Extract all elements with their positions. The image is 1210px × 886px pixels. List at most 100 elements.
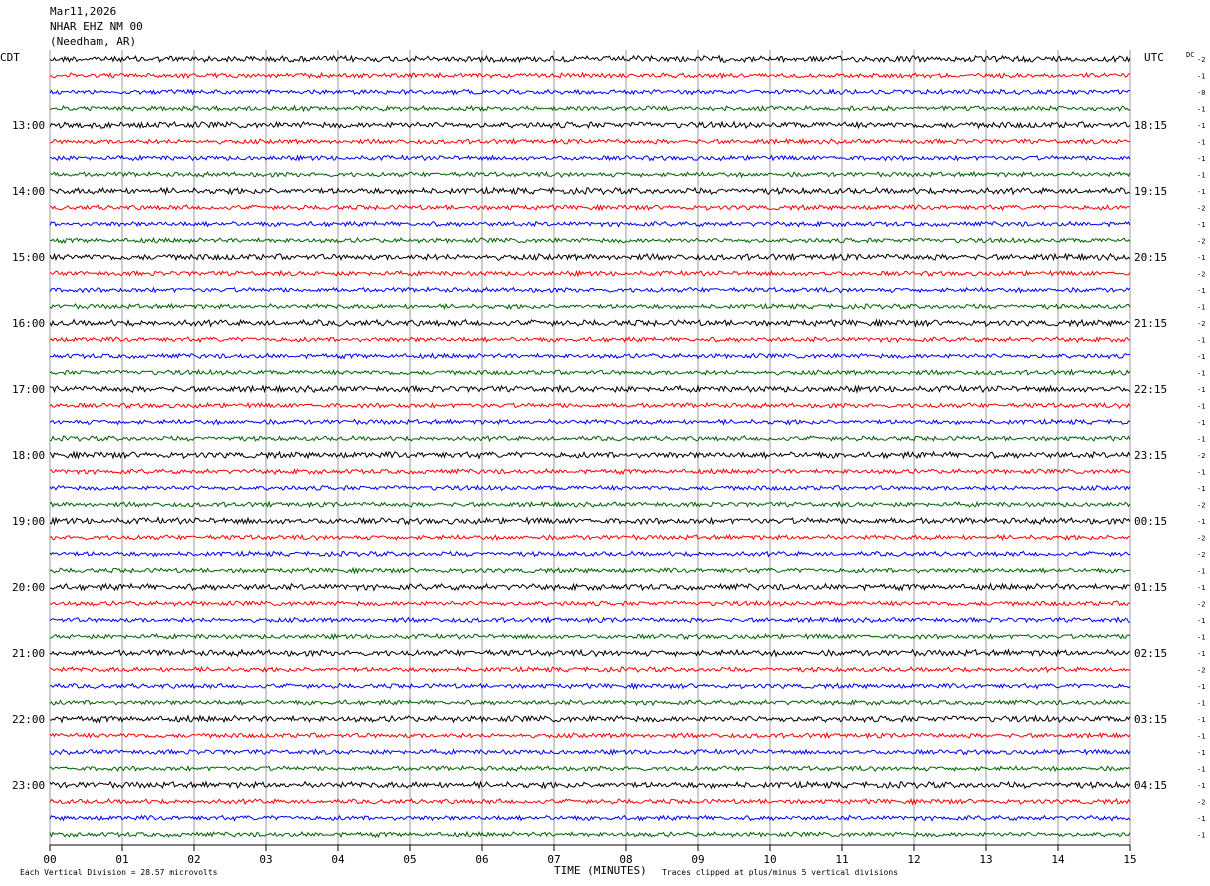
left-hour-label: 16:00 xyxy=(12,317,45,330)
dc-offset-label: -1 xyxy=(1197,172,1205,180)
x-tick-label: 04 xyxy=(331,853,345,866)
x-tick-label: 10 xyxy=(763,853,776,866)
trace-line xyxy=(49,286,1131,294)
dc-offset-label: -1 xyxy=(1197,617,1205,625)
trace-line xyxy=(49,450,1131,460)
left-hour-label: 13:00 xyxy=(12,119,45,132)
dc-offset-label: -1 xyxy=(1197,370,1205,378)
left-hour-label: 14:00 xyxy=(12,185,45,198)
dc-offset-label: -2 xyxy=(1197,799,1205,807)
trace-line xyxy=(49,665,1131,674)
dc-offset-label: -2 xyxy=(1197,238,1205,246)
dc-offset-label: -1 xyxy=(1197,733,1205,741)
left-hour-label: 23:00 xyxy=(12,779,45,792)
trace-line xyxy=(49,203,1131,212)
dc-offset-label: -1 xyxy=(1197,469,1205,477)
dc-offset-label: -1 xyxy=(1197,832,1205,840)
trace-line xyxy=(49,731,1131,740)
dc-offset-label: -1 xyxy=(1197,766,1205,774)
trace-line xyxy=(49,318,1131,328)
x-tick-label: 08 xyxy=(619,853,632,866)
x-tick-label: 06 xyxy=(475,853,488,866)
x-axis-label: TIME (MINUTES) xyxy=(554,864,647,877)
trace-line xyxy=(49,185,1131,196)
trace-line xyxy=(49,154,1131,162)
trace-line xyxy=(49,779,1131,790)
x-tick-label: 14 xyxy=(1051,853,1065,866)
trace-line xyxy=(49,137,1131,146)
trace-line xyxy=(49,269,1131,278)
footer-right: Traces clipped at plus/minus 5 vertical … xyxy=(662,868,898,877)
left-hour-label: 18:00 xyxy=(12,449,45,462)
x-tick-label: 12 xyxy=(907,853,920,866)
left-hour-label: 15:00 xyxy=(12,251,45,264)
right-hour-label: 22:15 xyxy=(1134,383,1167,396)
dc-offset-label: -1 xyxy=(1197,683,1205,691)
trace-line xyxy=(49,714,1131,724)
x-tick-label: 02 xyxy=(187,853,200,866)
dc-offset-label: -2 xyxy=(1197,601,1205,609)
dc-offset-label: -1 xyxy=(1197,353,1205,361)
x-tick-label: 11 xyxy=(835,853,848,866)
dc-offset-label: -1 xyxy=(1197,73,1205,81)
trace-line xyxy=(49,435,1131,443)
dc-offset-label: -1 xyxy=(1197,155,1205,163)
left-hour-label: 21:00 xyxy=(12,647,45,660)
footer-left: Each Vertical Division = 28.57 microvolt… xyxy=(20,868,218,877)
vertical-grid xyxy=(49,50,1131,845)
dc-offset-label: -2 xyxy=(1197,205,1205,213)
dc-offset-label: -1 xyxy=(1197,337,1205,345)
trace-line xyxy=(49,648,1131,658)
dc-offset-label: -1 xyxy=(1197,386,1205,394)
dc-offset-label: -2 xyxy=(1197,535,1205,543)
left-hour-label: 22:00 xyxy=(12,713,45,726)
dc-offset-label: -1 xyxy=(1197,287,1205,295)
trace-line xyxy=(49,120,1131,130)
trace-line xyxy=(49,599,1131,607)
seismic-traces xyxy=(49,54,1131,839)
dc-offset-label: -1 xyxy=(1197,650,1205,658)
dc-offset-label: -2 xyxy=(1197,320,1205,328)
trace-line xyxy=(49,236,1131,245)
trace-line xyxy=(49,336,1131,344)
dc-offset-label: -1 xyxy=(1197,518,1205,526)
dc-offset-label: -2 xyxy=(1197,502,1205,510)
trace-line xyxy=(49,352,1131,360)
trace-line xyxy=(49,682,1131,691)
dc-offset-label: -2 xyxy=(1197,452,1205,460)
dc-offset-label: -0 xyxy=(1197,89,1205,97)
right-hour-label: 19:15 xyxy=(1134,185,1167,198)
trace-line xyxy=(49,71,1131,80)
dc-offset-label: -1 xyxy=(1197,634,1205,642)
dc-offset-label: -2 xyxy=(1197,551,1205,559)
trace-line xyxy=(49,764,1131,773)
dc-offset-labels: -2 -1 -0 -1 -1 -1 -1 -1 -1 -2 -1 -2 -1 -2 -1 -1 -2 -1 -1 -1… xyxy=(1197,56,1205,840)
right-timezone-label: UTC xyxy=(1144,51,1164,64)
trace-line xyxy=(49,104,1131,113)
trace-line xyxy=(49,830,1131,839)
right-hour-label: 20:15 xyxy=(1134,251,1167,264)
trace-line xyxy=(49,418,1131,426)
x-axis: 00 01 02 03 04 05 06 07 08 09 10 11 12 13 14 15 xyxy=(43,844,1137,866)
x-tick-label: 09 xyxy=(691,853,704,866)
trace-line xyxy=(49,582,1131,592)
dc-offset-label: -1 xyxy=(1197,782,1205,790)
trace-line xyxy=(49,54,1131,64)
left-hour-labels: 13:00 14:00 15:00 16:00 17:00 18:00 19:00 20:00… xyxy=(12,119,45,792)
trace-line xyxy=(49,467,1131,476)
right-hour-label: 02:15 xyxy=(1134,647,1167,660)
x-tick-label: 03 xyxy=(259,853,272,866)
trace-line xyxy=(49,302,1131,311)
trace-line xyxy=(49,401,1131,409)
dc-offset-label: -1 xyxy=(1197,188,1205,196)
trace-line xyxy=(49,220,1131,228)
x-tick-label: 01 xyxy=(115,853,128,866)
dc-offset-label: -1 xyxy=(1197,815,1205,823)
header-date: Mar11,2026 xyxy=(50,5,116,18)
right-hour-label: 23:15 xyxy=(1134,449,1167,462)
trace-line xyxy=(49,615,1131,624)
trace-line xyxy=(49,484,1131,492)
dc-offset-label: -1 xyxy=(1197,584,1205,592)
right-hour-label: 00:15 xyxy=(1134,515,1167,528)
dc-offset-label: -1 xyxy=(1197,221,1205,229)
